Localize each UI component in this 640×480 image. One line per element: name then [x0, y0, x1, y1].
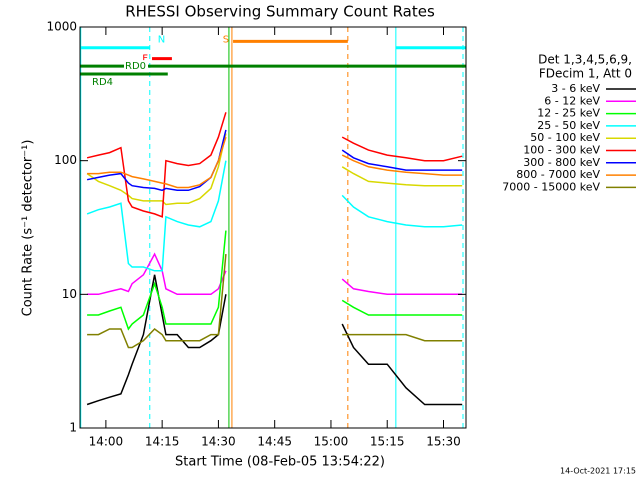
flag-label: RD0	[125, 61, 146, 72]
legend-label: 3 - 6 keV	[551, 82, 600, 95]
flag-label: RD4	[92, 77, 113, 88]
x-tick-label: 15:00	[314, 435, 349, 449]
y-axis-label: Count Rate (s⁻¹ detector⁻¹)	[21, 140, 36, 317]
series-line	[86, 160, 463, 272]
x-tick-label: 14:30	[201, 435, 236, 449]
x-tick-label: 15:15	[370, 435, 405, 449]
series-line	[86, 133, 463, 206]
y-tick-label: 1	[69, 421, 77, 435]
series-line	[86, 129, 463, 192]
legend-title: FDecim 1, Att 0	[539, 67, 632, 81]
footer: 14-Oct-2021 17:15	[560, 467, 636, 476]
x-tick-label: 14:15	[145, 435, 180, 449]
x-axis-label: Start Time (08-Feb-05 13:54:22)	[175, 455, 385, 470]
legend-label: 50 - 100 keV	[530, 131, 600, 144]
x-tick-label: 14:45	[257, 435, 292, 449]
flag-label: S	[223, 34, 229, 45]
x-tick-label: 14:00	[89, 435, 124, 449]
flag-label: F	[142, 54, 148, 65]
series-line	[87, 254, 463, 349]
legend-label: 800 - 7000 keV	[516, 168, 600, 181]
series-line	[87, 136, 463, 189]
legend-label: 7000 - 15000 keV	[502, 180, 600, 193]
y-tick-label: 10	[62, 287, 77, 301]
series-line	[87, 252, 463, 296]
flag-label-bg	[124, 60, 148, 73]
chart-title: RHESSI Observing Summary Count Rates	[125, 3, 435, 21]
legend-label: 12 - 25 keV	[537, 107, 600, 120]
flag-label: N	[158, 35, 165, 46]
legend-label: 6 - 12 keV	[544, 94, 600, 107]
legend-label: 300 - 800 keV	[523, 156, 600, 169]
series-line	[86, 112, 463, 218]
series-line	[87, 230, 463, 331]
y-tick-label: 100	[54, 153, 77, 167]
legend-label: 25 - 50 keV	[537, 119, 600, 132]
legend-label: 100 - 300 keV	[523, 144, 600, 157]
legend-title: Det 1,3,4,5,6,9,	[538, 53, 632, 67]
plot-frame	[79, 26, 467, 429]
x-tick-label: 15:30	[426, 435, 461, 449]
y-tick-label: 1000	[46, 20, 77, 34]
